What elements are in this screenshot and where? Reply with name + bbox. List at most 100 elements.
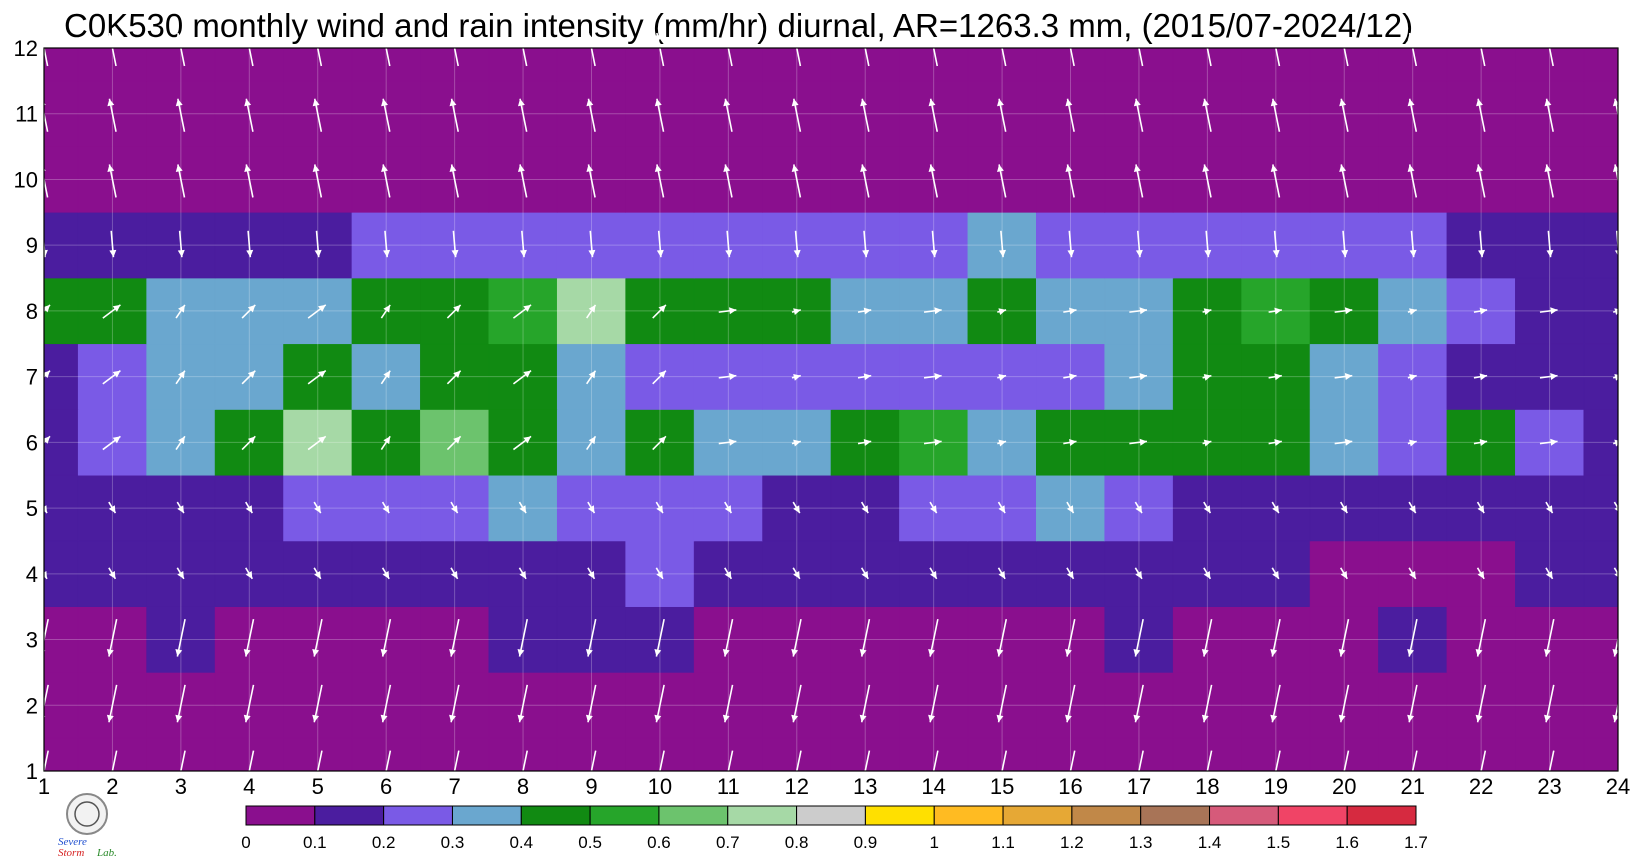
colorbar-label: 0.8 (785, 833, 809, 852)
heatmap-cell (830, 737, 900, 772)
heatmap-cells (43, 47, 1619, 772)
wind-arrow (1339, 501, 1348, 514)
heatmap-cell (488, 737, 558, 772)
colorbar-label: 1.4 (1198, 833, 1222, 852)
wind-arrow (102, 435, 121, 451)
heatmap-cell (1515, 540, 1585, 607)
wind-arrow (999, 230, 1006, 258)
wind-arrow (1202, 32, 1212, 67)
wind-arrow (586, 370, 597, 385)
wind-arrow (244, 164, 254, 198)
wind-arrow (517, 684, 529, 723)
heatmap-cell (1515, 737, 1585, 772)
wind-arrow (109, 230, 117, 258)
wind-arrow (512, 369, 532, 385)
colorbar-label: 0 (241, 833, 250, 852)
heatmap-cell (1583, 277, 1619, 345)
logo-text-storm: Storm (58, 847, 84, 859)
wind-arrow (1473, 373, 1488, 381)
wind-arrow (857, 373, 872, 381)
wind-arrow (380, 684, 392, 723)
wind-arrow (793, 230, 801, 258)
heatmap-cell (967, 737, 1037, 772)
y-tick-label: 8 (26, 299, 38, 324)
wind-arrow (586, 32, 596, 67)
colorbar-label: 1.3 (1129, 833, 1153, 852)
wind-arrow (722, 684, 734, 723)
wind-arrow (1407, 98, 1418, 132)
wind-arrow (175, 304, 186, 319)
plot-frame (43, 47, 1619, 772)
wind-arrow (1334, 307, 1353, 315)
wind-arrow (446, 304, 462, 319)
wind-arrow (860, 501, 869, 514)
wind-arrow (1407, 373, 1417, 381)
wind-arrow (652, 304, 667, 319)
wind-arrow (791, 750, 802, 789)
wind-arrow (791, 373, 801, 381)
wind-arrow (381, 567, 390, 580)
wind-arrow (997, 32, 1007, 67)
colorbar-label: 0.2 (372, 833, 396, 852)
wind-arrow (312, 618, 323, 657)
wind-arrow (1544, 684, 1555, 723)
wind-arrow (862, 230, 870, 258)
wind-arrow (517, 98, 528, 132)
colorbar-swatch (520, 805, 591, 826)
heatmap-cell (146, 47, 216, 82)
heatmap-cell (43, 47, 79, 82)
wind-arrow (997, 308, 1007, 316)
x-tick-label: 3 (175, 774, 187, 799)
wind-arrow (1271, 501, 1280, 514)
wind-arrow (654, 750, 665, 789)
x-tick-label: 12 (785, 774, 809, 799)
heatmap-cell (1172, 277, 1242, 345)
wind-arrow (654, 684, 665, 723)
wind-arrow (307, 304, 327, 319)
x-tick-label: 15 (990, 774, 1014, 799)
heatmap-cell (625, 343, 695, 410)
wind-arrow (586, 164, 596, 198)
wind-arrow (1201, 684, 1213, 723)
wind-arrow (1539, 373, 1558, 380)
colorbar-swatch (1209, 805, 1279, 826)
wind-arrow (791, 32, 802, 67)
wind-arrow (654, 164, 665, 198)
heatmap-cell (488, 47, 558, 82)
wind-arrow (857, 439, 872, 446)
wind-arrow (718, 373, 737, 380)
heatmap-cell (43, 540, 79, 607)
wind-arrow (1475, 684, 1487, 723)
wind-arrow (1539, 438, 1558, 446)
wind-arrow (929, 567, 938, 580)
wind-arrow (107, 164, 117, 198)
wind-arrow (446, 370, 462, 385)
heatmap-cell (1172, 47, 1242, 82)
wind-arrow (380, 304, 391, 319)
x-tick-label: 24 (1606, 774, 1630, 799)
x-tick-label: 16 (1058, 774, 1082, 799)
wind-arrow (177, 230, 185, 258)
wind-arrow (1201, 618, 1213, 657)
x-tick-label: 8 (517, 774, 529, 799)
wind-arrow (859, 750, 871, 789)
x-tick-label: 17 (1127, 774, 1151, 799)
colorbar-swatch (1346, 805, 1417, 826)
wind-arrow (923, 438, 942, 446)
wind-arrow (1202, 439, 1212, 447)
wind-arrow (449, 684, 460, 723)
heatmap-cell (899, 343, 969, 410)
heatmap-cell (1583, 737, 1619, 772)
wind-arrow (1065, 164, 1075, 198)
wind-arrow (791, 308, 801, 316)
wind-arrow (108, 501, 117, 514)
wind-arrow (383, 230, 391, 258)
wind-arrow (928, 684, 939, 723)
colorbar-swatch (1002, 805, 1073, 826)
wind-arrow (381, 164, 391, 198)
wind-arrow (312, 164, 323, 198)
wind-arrow (449, 750, 460, 789)
wind-arrow (175, 164, 186, 198)
wind-arrow (107, 98, 117, 132)
